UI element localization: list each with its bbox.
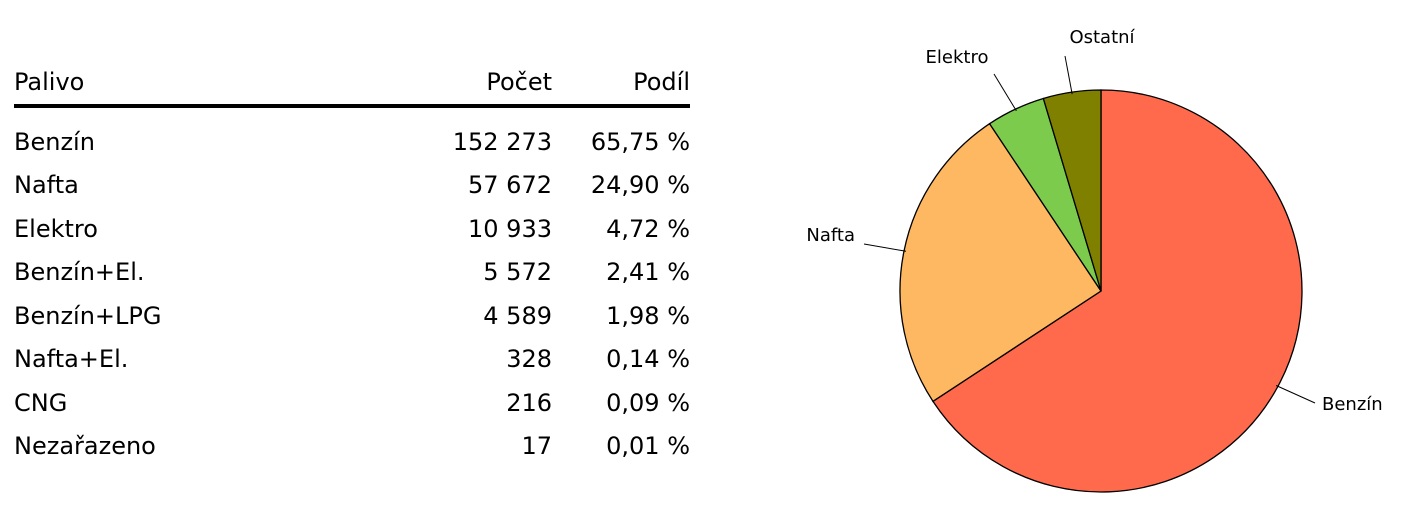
fuel-name: Nezařazeno — [14, 432, 156, 461]
fuel-name: Elektro — [14, 214, 98, 243]
table-row: Nafta 57 672 24,90 % — [14, 164, 690, 208]
fuel-count: 216 — [506, 388, 552, 417]
fuel-count: 17 — [521, 432, 552, 461]
header-podil: Podíl — [552, 60, 690, 108]
fuel-share: 0,01 % — [606, 432, 690, 461]
fuel-share: 24,90 % — [590, 171, 690, 200]
table-row: Benzín+LPG 4 589 1,98 % — [14, 294, 690, 338]
pie-label-benzín: Benzín — [1322, 394, 1383, 415]
leader-line-nafta — [863, 243, 907, 252]
fuel-table-container: Palivo Počet Podíl Benzín 152 273 65,75 … — [14, 60, 690, 468]
leader-line-elektro — [993, 73, 1017, 112]
fuel-name: Nafta+El. — [14, 345, 129, 374]
fuel-count: 4 589 — [483, 301, 552, 330]
fuel-count: 328 — [506, 345, 552, 374]
pie-label-nafta: Nafta — [806, 225, 855, 246]
fuel-share: 0,09 % — [606, 388, 690, 417]
leader-line-ostatní — [1064, 55, 1073, 95]
fuel-name: CNG — [14, 388, 68, 417]
header-palivo: Palivo — [14, 60, 404, 108]
fuel-share: 2,41 % — [606, 258, 690, 287]
fuel-count: 152 273 — [452, 127, 552, 156]
table-row: Nafta+El. 328 0,14 % — [14, 338, 690, 382]
fuel-name: Benzín+LPG — [14, 301, 162, 330]
fuel-table: Palivo Počet Podíl Benzín 152 273 65,75 … — [14, 60, 690, 468]
table-row: Benzín+El. 5 572 2,41 % — [14, 251, 690, 295]
table-row: Nezařazeno 17 0,01 % — [14, 425, 690, 469]
table-header-row: Palivo Počet Podíl — [14, 60, 690, 108]
fuel-pie-chart: Benzín Nafta Elektro Ostatní — [806, 27, 1383, 493]
table-row: Benzín 152 273 65,75 % — [14, 106, 690, 164]
table-row: CNG 216 0,09 % — [14, 381, 690, 425]
fuel-share: 0,14 % — [606, 345, 690, 374]
pie-label-elektro: Elektro — [926, 47, 989, 68]
fuel-name: Benzín — [14, 127, 95, 156]
pie-label-ostatní: Ostatní — [1069, 27, 1135, 48]
table-row: Elektro 10 933 4,72 % — [14, 207, 690, 251]
leader-line-benzín — [1275, 385, 1316, 404]
fuel-count: 10 933 — [468, 214, 552, 243]
fuel-name: Benzín+El. — [14, 258, 145, 287]
fuel-name: Nafta — [14, 171, 79, 200]
fuel-share: 1,98 % — [606, 301, 690, 330]
fuel-share: 4,72 % — [606, 214, 690, 243]
fuel-share: 65,75 % — [590, 127, 690, 156]
fuel-count: 57 672 — [468, 171, 552, 200]
header-pocet: Počet — [404, 60, 552, 108]
fuel-count: 5 572 — [483, 258, 552, 287]
